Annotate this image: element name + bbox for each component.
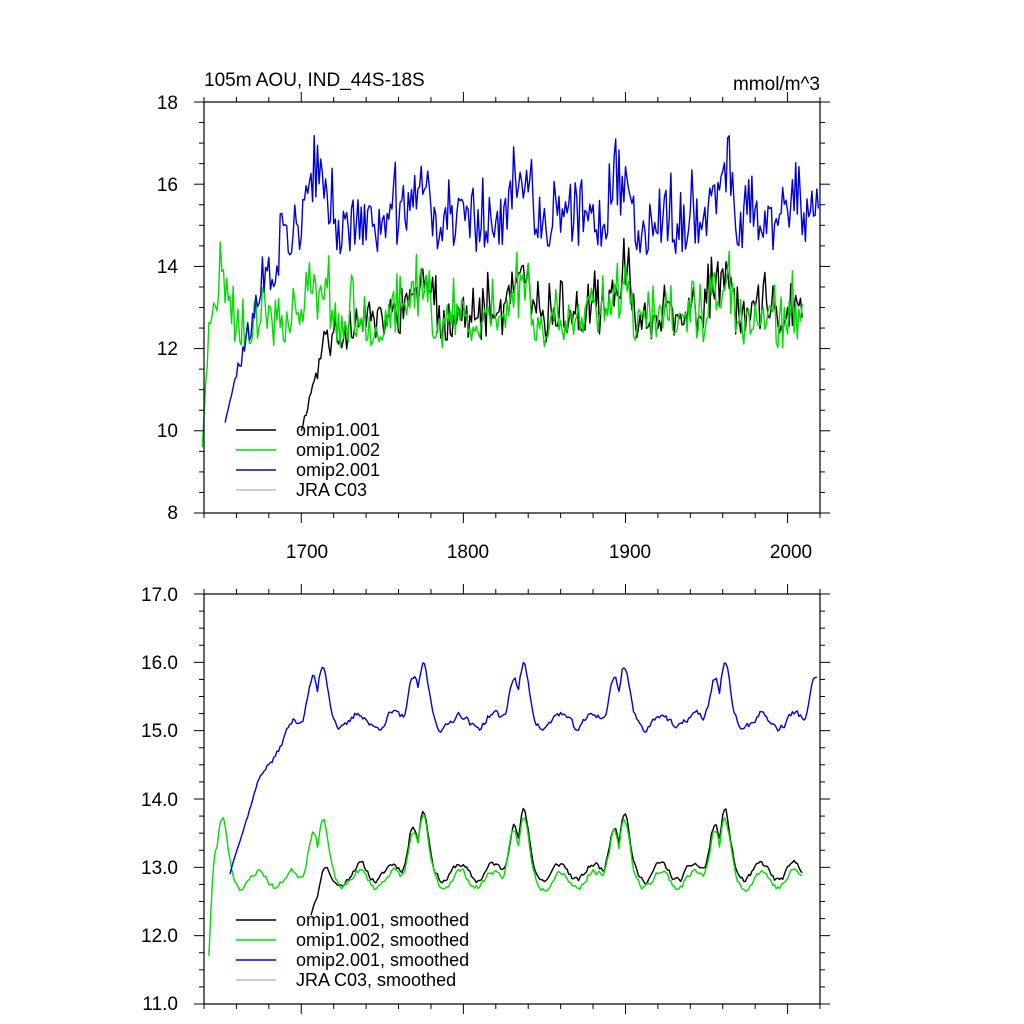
x-tick-label: 1900 <box>609 542 651 563</box>
x-axis-top: 1700 1800 1900 2000 <box>286 542 812 563</box>
y-tick-label: 12.0 <box>141 926 178 947</box>
chart-panel-bottom: 17.0 16.0 15.0 14.0 13.0 12.0 11.0 omip1… <box>141 584 830 1015</box>
legend-label: JRA C03, smoothed <box>296 970 456 990</box>
y-tick-label: 16 <box>157 175 178 196</box>
legend-top: omip1.001 omip1.002 omip2.001 JRA C03 <box>236 420 380 500</box>
axis-ticks-top <box>194 92 830 523</box>
legend-label: JRA C03 <box>296 480 367 500</box>
legend-label: omip2.001, smoothed <box>296 950 469 970</box>
y-tick-label: 18 <box>157 93 178 114</box>
series-line-omip1-001 <box>310 807 803 916</box>
y-axis-top: 18 16 14 12 10 8 <box>157 93 179 524</box>
chart-units-label: mmol/m^3 <box>733 74 820 95</box>
x-tick-label: 1800 <box>447 542 489 563</box>
y-tick-label: 14 <box>157 257 179 278</box>
x-tick-label: 1700 <box>286 542 328 563</box>
series-line-omip2-001 <box>229 662 818 875</box>
legend-label: omip1.001, smoothed <box>296 910 469 930</box>
y-tick-label: 15.0 <box>141 721 178 742</box>
plot-series-top <box>201 135 820 448</box>
y-tick-label: 11.0 <box>142 994 178 1015</box>
series-line-omip1-001 <box>300 237 803 431</box>
y-tick-label: 12 <box>157 339 178 360</box>
y-tick-label: 16.0 <box>141 653 178 674</box>
series-line-omip1-002 <box>208 815 803 957</box>
y-tick-label: 10 <box>157 421 178 442</box>
y-axis-bottom: 17.0 16.0 15.0 14.0 13.0 12.0 11.0 <box>141 585 178 1015</box>
legend-label: omip2.001 <box>296 460 380 480</box>
series-line-omip1-002 <box>201 241 803 448</box>
legend-label: omip1.002 <box>296 440 380 460</box>
y-tick-label: 17.0 <box>141 585 178 606</box>
legend-label: omip1.001 <box>296 420 380 440</box>
y-tick-label: 13.0 <box>141 858 178 879</box>
chart-panel-top: 105m AOU, IND_44S-18S mmol/m^3 18 16 14 … <box>157 70 830 563</box>
plot-series-bottom <box>208 662 818 957</box>
axis-ticks-bottom <box>194 584 830 1014</box>
y-tick-label: 14.0 <box>141 790 178 811</box>
legend-label: omip1.002, smoothed <box>296 930 469 950</box>
chart-title-top: 105m AOU, IND_44S-18S <box>204 70 425 91</box>
x-tick-label: 2000 <box>770 542 812 563</box>
legend-bottom: omip1.001, smoothed omip1.002, smoothed … <box>236 910 469 990</box>
series-line-omip2-001 <box>224 135 820 423</box>
y-tick-label: 8 <box>167 503 178 524</box>
